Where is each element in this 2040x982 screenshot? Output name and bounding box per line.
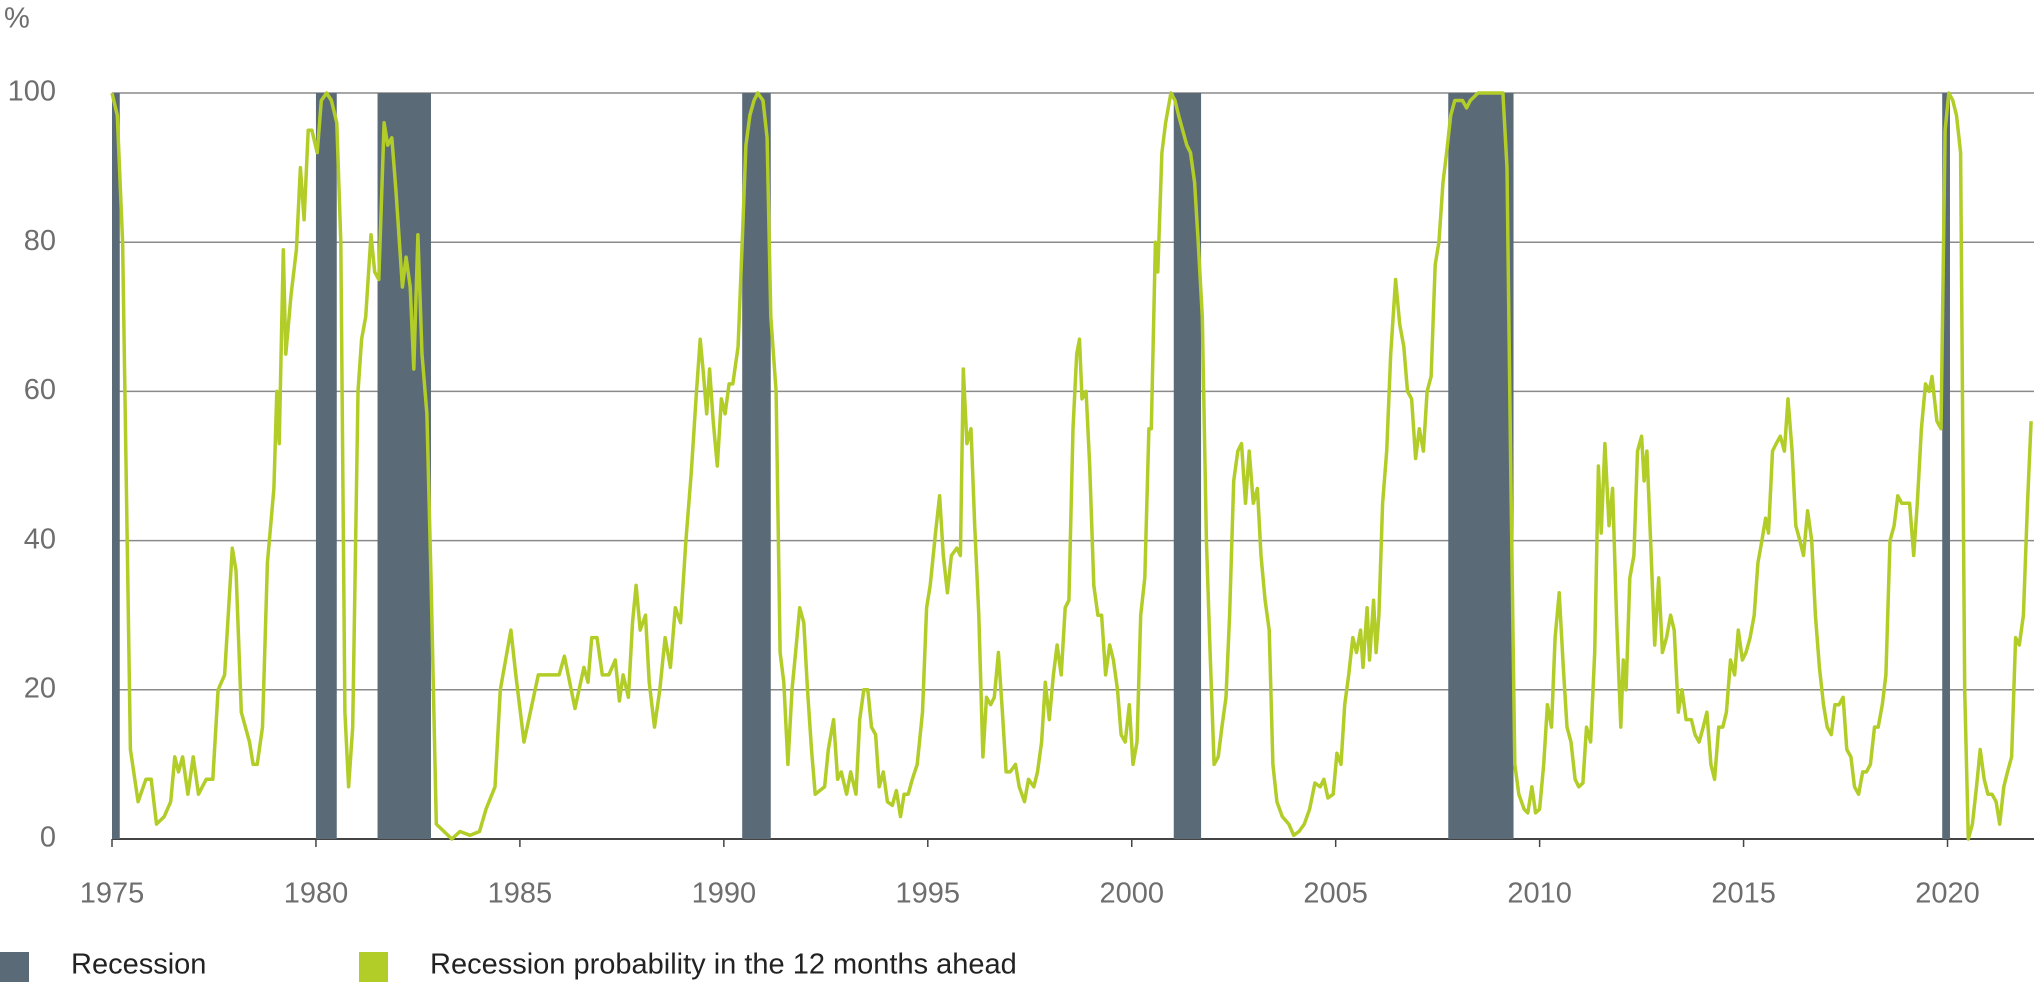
x-tick-label: 1980 [284,878,349,910]
y-axis-label: % [4,3,30,35]
recession-band [377,93,431,839]
legend-label: Recession [71,949,206,981]
y-tick-label: 100 [8,76,56,108]
x-tick-label: 2015 [1711,878,1776,910]
y-tick-label: 60 [24,374,56,406]
y-tick-label: 0 [40,822,56,854]
x-tick-label: 2005 [1303,878,1368,910]
recession-band [1942,93,1950,839]
x-tick-label: 1995 [896,878,961,910]
x-tick-label: 2000 [1099,878,1164,910]
y-tick-label: 20 [24,672,56,704]
x-tick-label: 1990 [692,878,757,910]
x-tick-label: 1975 [80,878,145,910]
recession-band [742,93,771,839]
y-tick-label: 40 [24,523,56,555]
recession-band [1448,93,1514,839]
recession-band [315,93,337,839]
x-tick-label: 2020 [1915,878,1980,910]
legend-swatch [0,952,29,982]
x-tick-label: 1985 [488,878,553,910]
recession-band [112,93,120,839]
legend-swatch [359,952,388,982]
y-tick-label: 80 [24,225,56,257]
x-tick-label: 2010 [1507,878,1572,910]
legend-label: Recession probability in the 12 months a… [430,949,1017,981]
recession-bands [112,93,1950,839]
probability-line [110,91,2033,841]
